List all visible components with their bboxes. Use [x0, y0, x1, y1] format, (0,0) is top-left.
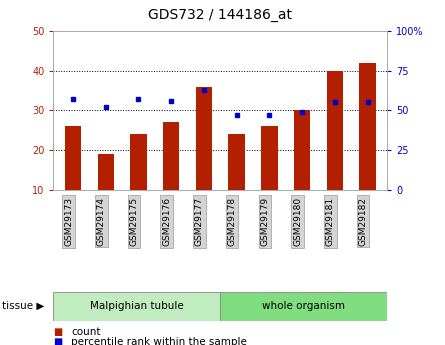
Text: GSM29181: GSM29181 [326, 197, 335, 246]
Bar [261, 126, 278, 229]
Text: GSM29182: GSM29182 [359, 197, 368, 246]
Bar [53, 292, 220, 321]
Text: GSM29179: GSM29179 [260, 197, 269, 246]
Text: Malpighian tubule: Malpighian tubule [90, 301, 184, 311]
Text: ■: ■ [53, 337, 63, 345]
Text: ■: ■ [53, 327, 63, 337]
Bar [130, 134, 147, 229]
Bar [220, 292, 387, 321]
Text: whole organism: whole organism [262, 301, 345, 311]
Text: GSM29180: GSM29180 [293, 197, 302, 246]
Text: count: count [71, 327, 101, 337]
Text: percentile rank within the sample: percentile rank within the sample [71, 337, 247, 345]
Bar [65, 126, 81, 229]
Text: GSM29175: GSM29175 [129, 197, 138, 246]
Text: GSM29173: GSM29173 [64, 197, 73, 246]
Bar [294, 110, 310, 229]
Bar [360, 63, 376, 229]
Text: GSM29178: GSM29178 [228, 197, 237, 246]
Bar [196, 87, 212, 229]
Bar [228, 134, 245, 229]
Text: GSM29176: GSM29176 [162, 197, 171, 246]
Text: tissue ▶: tissue ▶ [2, 301, 44, 311]
Bar [327, 71, 343, 229]
Bar [97, 154, 114, 229]
Text: GDS732 / 144186_at: GDS732 / 144186_at [148, 8, 292, 22]
Text: GSM29177: GSM29177 [195, 197, 204, 246]
Bar [163, 122, 179, 229]
Text: GSM29174: GSM29174 [97, 197, 106, 246]
